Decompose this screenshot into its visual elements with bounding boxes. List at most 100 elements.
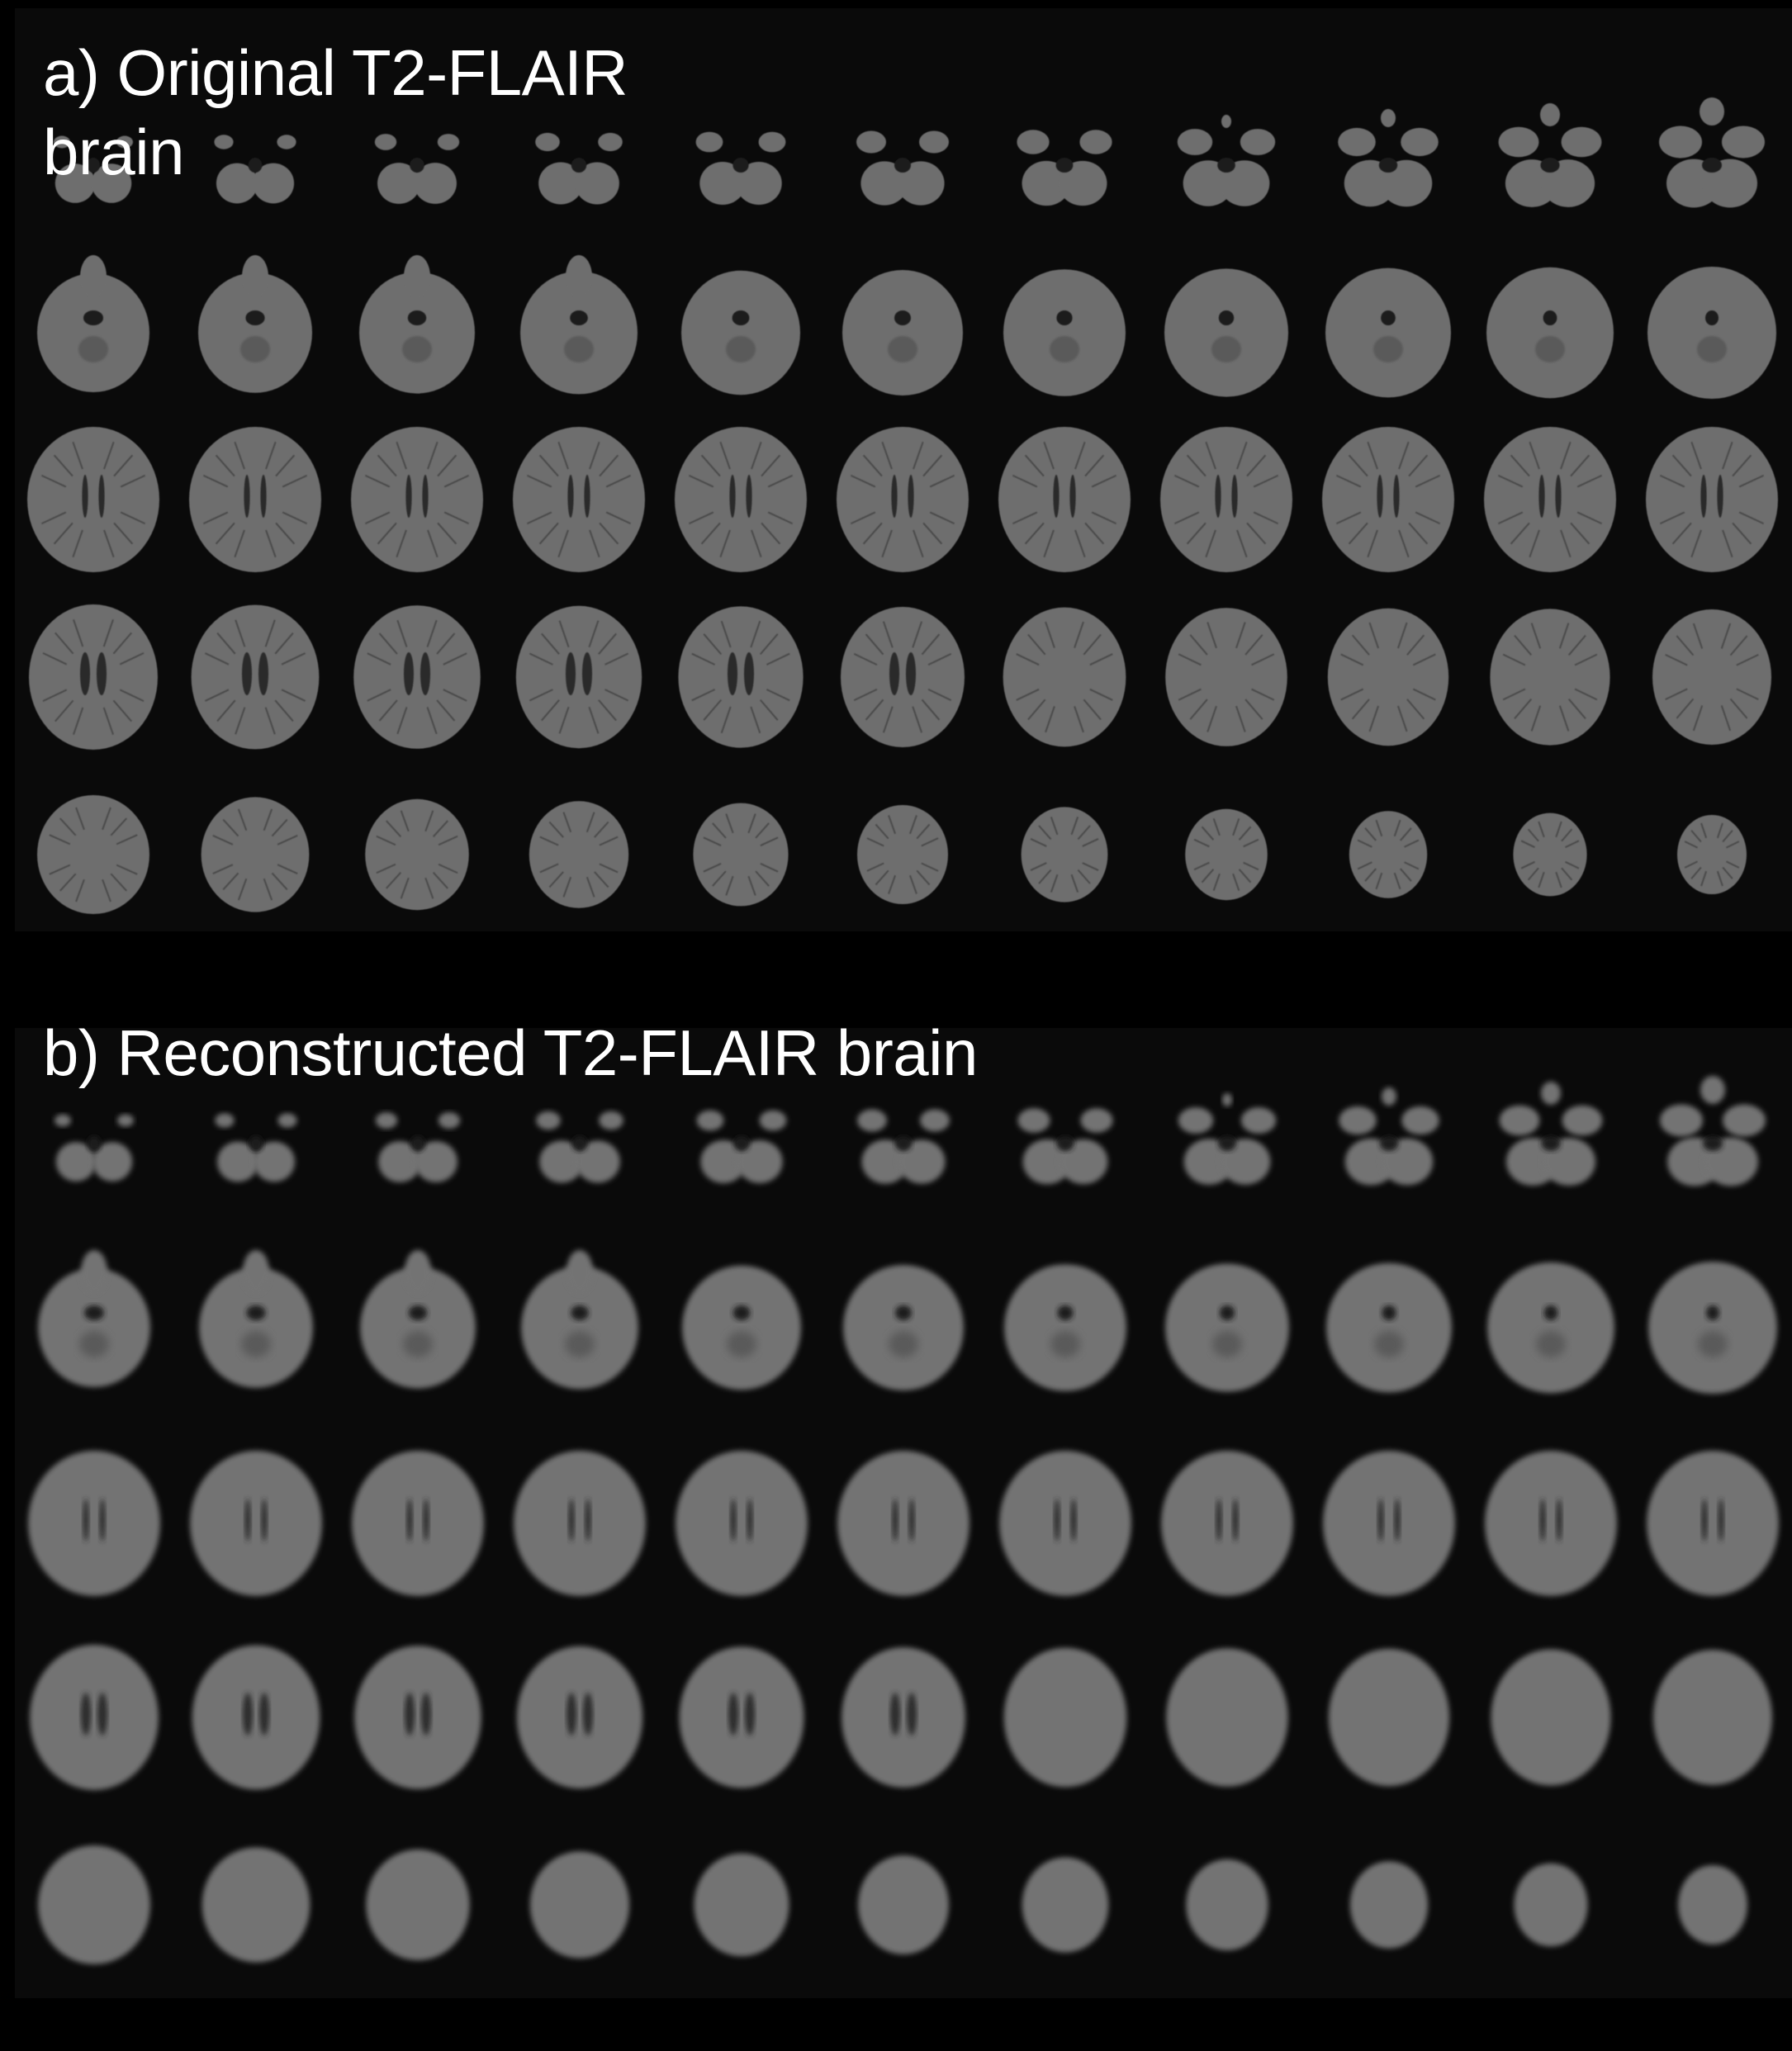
brain-slice: [858, 1855, 949, 1954]
brain-slice: [191, 604, 320, 750]
brain-slice: [214, 135, 296, 204]
brain-slice: [1164, 268, 1288, 397]
brain-slice: [679, 1646, 804, 1788]
brain-slice: [1647, 267, 1776, 399]
brain-slice: [1021, 807, 1108, 902]
brain-slice: [1327, 608, 1449, 746]
brain-slice: [1022, 1857, 1109, 1953]
brain-slice: [857, 1109, 950, 1184]
brain-slice: [514, 1451, 646, 1596]
brain-slice: [998, 427, 1131, 572]
brain-slice: [215, 1113, 297, 1182]
brain-slice: [1178, 1093, 1277, 1185]
original-brain-panel: a) Original T2-FLAIR brain: [15, 8, 1792, 931]
brain-slice: [1499, 1082, 1603, 1186]
brain-slice: [38, 1845, 150, 1964]
brain-slice: [360, 1250, 476, 1389]
brain-slice: [841, 1647, 965, 1788]
brain-slice: [198, 255, 312, 393]
brain-slice: [37, 255, 149, 392]
brain-slice: [529, 801, 629, 908]
brain-slice: [1491, 1649, 1611, 1786]
brain-slice: [1326, 1262, 1452, 1393]
brain-slice: [353, 605, 481, 749]
brain-slice: [521, 1250, 638, 1390]
brain-slice: [54, 135, 133, 203]
brain-slice: [1514, 1863, 1588, 1947]
reconstructed-slice-mosaic: [28, 1076, 1779, 1964]
brain-slice: [695, 131, 786, 206]
brain-slice: [1003, 1647, 1127, 1788]
brain-slice: [1160, 427, 1292, 572]
original-slice-mosaic: [27, 97, 1778, 914]
brain-slice: [374, 134, 460, 204]
brain-slice: [1003, 269, 1126, 396]
brain-slice: [1338, 109, 1439, 207]
brain-slice: [696, 1110, 787, 1184]
brain-slice: [55, 1114, 134, 1182]
brain-slice: [513, 427, 645, 572]
brain-slice: [1513, 812, 1587, 897]
panel-b-title: b) Reconstructed T2-FLAIR brain: [43, 1016, 978, 1089]
brain-slice: [856, 130, 949, 206]
brain-slice: [516, 1646, 643, 1789]
brain-slice: [365, 798, 469, 911]
brain-slice: [1653, 1650, 1772, 1785]
brain-slice: [694, 1853, 789, 1957]
brain-slice: [189, 427, 321, 572]
brain-slice: [1017, 130, 1112, 206]
brain-slice: [354, 1646, 481, 1789]
brain-slice: [1349, 811, 1428, 898]
brain-slice: [1349, 1861, 1429, 1949]
brain-slice: [1487, 1262, 1614, 1394]
brain-slice: [201, 1847, 311, 1963]
brain-slice: [682, 1265, 801, 1390]
brain-slice: [30, 1645, 159, 1790]
brain-slice: [1490, 609, 1610, 746]
brain-slice: [1322, 427, 1454, 572]
brain-slice: [38, 1250, 150, 1387]
brain-slice: [1185, 808, 1268, 901]
brain-slice: [1659, 97, 1765, 208]
brain-slice: [536, 1111, 623, 1183]
brain-slice: [857, 805, 948, 904]
brain-slice: [1177, 115, 1276, 206]
brain-slice: [515, 605, 642, 749]
brain-slice: [843, 1265, 964, 1390]
brain-slice: [28, 1451, 160, 1596]
brain-slice: [1165, 608, 1287, 746]
brain-slice: [535, 132, 623, 205]
brain-slice: [1678, 1865, 1747, 1944]
brain-slice: [1186, 1859, 1268, 1951]
brain-slice: [351, 427, 483, 572]
brain-slice: [352, 1451, 484, 1596]
brain-slice: [1325, 268, 1451, 398]
brain-slice: [1646, 427, 1778, 572]
brain-slice: [1339, 1087, 1439, 1186]
brain-slice: [1161, 1451, 1293, 1596]
brain-slice: [1498, 103, 1602, 207]
brain-slice: [678, 606, 804, 748]
brain-slice: [201, 797, 310, 912]
brain-slice: [375, 1112, 461, 1182]
brain-slice: [681, 270, 800, 396]
brain-slice: [837, 1451, 969, 1596]
brain-slice: [1004, 1264, 1126, 1391]
brain-slice: [27, 427, 159, 572]
reconstructed-brain-panel: b) Reconstructed T2-FLAIR brain: [15, 1016, 1792, 1998]
brain-slice: [190, 1451, 322, 1596]
brain-slice: [529, 1851, 630, 1959]
brain-slice: [359, 255, 475, 394]
brain-slice: [37, 795, 149, 914]
brain-slice: [1485, 1451, 1617, 1596]
brain-slice: [693, 803, 789, 907]
brain-slice: [675, 427, 807, 572]
panel-a-title: a) Original T2-FLAIR brain: [43, 36, 628, 188]
brain-slice: [837, 427, 969, 572]
brain-slice: [1003, 607, 1126, 747]
brain-slice: [841, 607, 965, 747]
brain-slice: [1647, 1451, 1779, 1596]
brain-slice: [1017, 1108, 1113, 1185]
brain-slice: [842, 270, 963, 396]
brain-slice: [520, 255, 638, 395]
